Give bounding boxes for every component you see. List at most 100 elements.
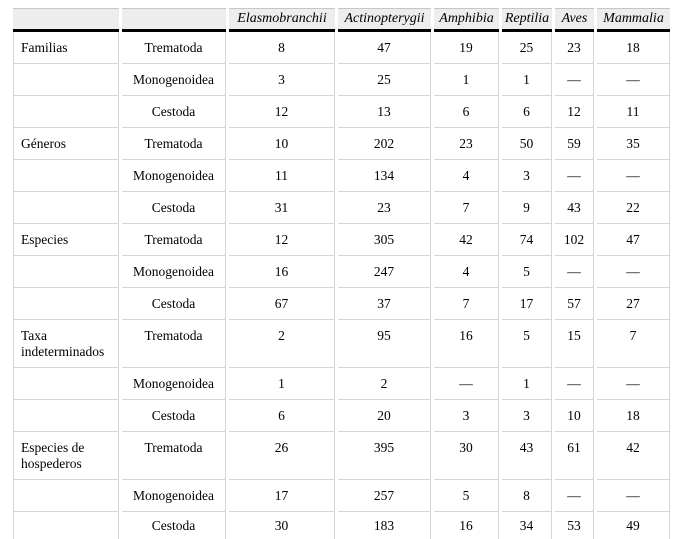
value-cell: 16 [434,320,499,368]
column-header-aves: Aves [555,8,594,32]
value-cell: — [555,256,594,288]
column-header-mammalia: Mammalia [597,8,670,32]
row-group-cell [13,256,119,288]
table-row: Monogenoidea 1 2 — 1 — — [13,368,670,400]
value-cell: 57 [555,288,594,320]
value-cell: 202 [338,128,431,160]
value-cell: 4 [434,160,499,192]
value-cell: 3 [229,64,335,96]
value-cell: 22 [597,192,670,224]
value-cell: 7 [597,320,670,368]
row-taxon-cell: Trematoda [122,432,226,480]
value-cell: 12 [229,96,335,128]
row-group-cell [13,192,119,224]
value-cell: 17 [502,288,552,320]
value-cell: 47 [597,224,670,256]
value-cell: 16 [229,256,335,288]
value-cell: 7 [434,192,499,224]
table-row: Monogenoidea 3 25 1 1 — — [13,64,670,96]
value-cell: 67 [229,288,335,320]
value-cell: 30 [434,432,499,480]
table-header: Elasmobranchii Actinopterygii Amphibia R… [13,8,670,32]
value-cell: 2 [338,368,431,400]
row-taxon-cell: Monogenoidea [122,64,226,96]
value-cell: 18 [597,400,670,432]
row-group-cell [13,512,119,539]
value-cell: 95 [338,320,431,368]
row-group-cell [13,64,119,96]
value-cell: 59 [555,128,594,160]
value-cell: 15 [555,320,594,368]
value-cell: 16 [434,512,499,539]
value-cell: 6 [434,96,499,128]
row-taxon-cell: Cestoda [122,400,226,432]
value-cell: 10 [555,400,594,432]
row-taxon-cell: Cestoda [122,96,226,128]
value-cell: 1 [502,368,552,400]
value-cell: 5 [502,320,552,368]
column-header-reptilia: Reptilia [502,8,552,32]
value-cell: 183 [338,512,431,539]
row-taxon-cell: Monogenoidea [122,256,226,288]
value-cell: 35 [597,128,670,160]
value-cell: 19 [434,32,499,64]
row-taxon-cell: Monogenoidea [122,160,226,192]
table-row: Especies Trematoda 12 305 42 74 102 47 [13,224,670,256]
value-cell: — [597,480,670,512]
value-cell: 13 [338,96,431,128]
value-cell: 34 [502,512,552,539]
table-row: Cestoda 31 23 7 9 43 22 [13,192,670,224]
value-cell: — [597,160,670,192]
column-header-elasmobranchii: Elasmobranchii [229,8,335,32]
value-cell: 257 [338,480,431,512]
value-cell: 17 [229,480,335,512]
row-taxon-cell: Cestoda [122,512,226,539]
value-cell: 8 [229,32,335,64]
row-taxon-cell: Trematoda [122,224,226,256]
value-cell: 102 [555,224,594,256]
value-cell: 47 [338,32,431,64]
corner-cell-taxon [122,8,226,32]
row-group-cell [13,368,119,400]
table-row: Monogenoidea 16 247 4 5 — — [13,256,670,288]
row-group-cell: Géneros [13,128,119,160]
data-table: Elasmobranchii Actinopterygii Amphibia R… [10,8,673,539]
table-row: Taxa indeterminados Trematoda 2 95 16 5 … [13,320,670,368]
row-taxon-cell: Trematoda [122,320,226,368]
value-cell: 1 [434,64,499,96]
value-cell: 11 [597,96,670,128]
value-cell: 1 [229,368,335,400]
row-taxon-cell: Trematoda [122,128,226,160]
value-cell: 27 [597,288,670,320]
value-cell: 61 [555,432,594,480]
value-cell: 12 [229,224,335,256]
column-header-amphibia: Amphibia [434,8,499,32]
row-group-cell: Taxa indeterminados [13,320,119,368]
value-cell: 3 [502,400,552,432]
value-cell: 53 [555,512,594,539]
table-row: Especies de hospederos Trematoda 26 395 … [13,432,670,480]
value-cell: 134 [338,160,431,192]
value-cell: 30 [229,512,335,539]
row-group-cell: Familias [13,32,119,64]
value-cell: — [555,368,594,400]
value-cell: 12 [555,96,594,128]
column-header-actinopterygii: Actinopterygii [338,8,431,32]
value-cell: 23 [555,32,594,64]
value-cell: 305 [338,224,431,256]
header-row: Elasmobranchii Actinopterygii Amphibia R… [13,8,670,32]
value-cell: 26 [229,432,335,480]
row-group-cell [13,288,119,320]
row-group-cell [13,480,119,512]
value-cell: 43 [555,192,594,224]
table-row: Monogenoidea 11 134 4 3 — — [13,160,670,192]
value-cell: 42 [434,224,499,256]
value-cell: 37 [338,288,431,320]
value-cell: — [597,368,670,400]
table-row: Cestoda 12 13 6 6 12 11 [13,96,670,128]
value-cell: 7 [434,288,499,320]
value-cell: 5 [502,256,552,288]
value-cell: 395 [338,432,431,480]
value-cell: 20 [338,400,431,432]
row-group-cell [13,400,119,432]
